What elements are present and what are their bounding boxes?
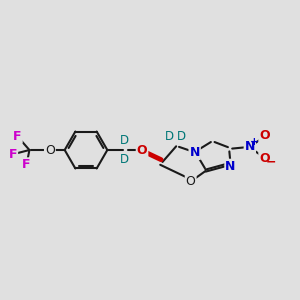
Text: O: O [45,143,55,157]
Text: +: + [250,137,259,147]
Text: O: O [259,152,270,165]
Text: D: D [165,130,175,143]
Text: F: F [13,130,22,143]
Text: F: F [22,158,31,171]
Text: N: N [244,140,255,153]
Text: O: O [259,129,270,142]
Text: O: O [137,143,147,157]
Text: D: D [120,153,129,166]
Text: O: O [186,176,196,188]
Text: F: F [9,148,17,161]
Text: N: N [225,160,236,173]
Text: N: N [190,146,200,159]
Text: D: D [177,130,186,143]
Text: D: D [120,134,129,147]
Text: −: − [266,155,276,168]
